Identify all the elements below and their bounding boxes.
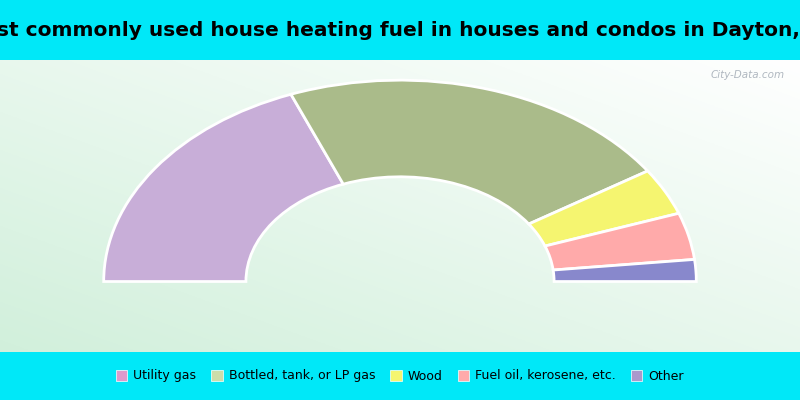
Wedge shape [529,171,678,246]
Legend: Utility gas, Bottled, tank, or LP gas, Wood, Fuel oil, kerosene, etc., Other: Utility gas, Bottled, tank, or LP gas, W… [111,364,689,388]
Wedge shape [553,260,696,282]
Text: City-Data.com: City-Data.com [711,70,785,80]
Text: Most commonly used house heating fuel in houses and condos in Dayton, WI: Most commonly used house heating fuel in… [0,20,800,40]
Wedge shape [291,80,648,224]
Wedge shape [104,94,343,282]
Wedge shape [545,213,694,270]
